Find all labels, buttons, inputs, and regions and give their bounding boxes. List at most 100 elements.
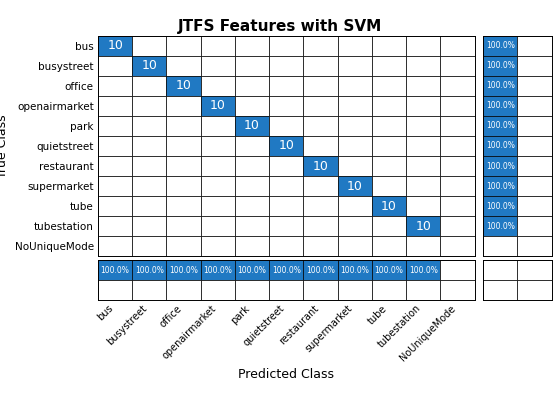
Bar xyxy=(304,236,338,256)
Bar xyxy=(338,136,372,156)
Bar xyxy=(98,216,132,236)
Bar xyxy=(406,176,440,196)
Bar xyxy=(98,236,132,256)
Bar xyxy=(483,136,517,156)
Bar xyxy=(132,260,166,280)
Bar xyxy=(132,196,166,216)
Bar xyxy=(372,116,406,136)
Text: 10: 10 xyxy=(244,119,260,132)
Bar xyxy=(440,156,474,176)
Bar xyxy=(338,196,372,216)
Bar xyxy=(200,96,235,116)
Text: 10: 10 xyxy=(381,200,397,213)
Bar xyxy=(269,96,304,116)
Bar xyxy=(372,76,406,96)
Text: 100.0%: 100.0% xyxy=(486,121,515,131)
Y-axis label: True Class: True Class xyxy=(0,114,9,178)
Bar xyxy=(98,176,132,196)
Bar xyxy=(166,156,200,176)
Bar xyxy=(406,116,440,136)
Bar xyxy=(269,236,304,256)
Text: 100.0%: 100.0% xyxy=(306,266,335,275)
Bar xyxy=(235,260,269,280)
Bar xyxy=(166,176,200,196)
Bar xyxy=(483,236,517,256)
Bar xyxy=(269,216,304,236)
Bar xyxy=(166,280,200,300)
Text: 100.0%: 100.0% xyxy=(237,266,267,275)
Bar xyxy=(406,136,440,156)
Bar xyxy=(269,116,304,136)
Bar xyxy=(235,96,269,116)
Bar xyxy=(440,260,474,280)
Bar xyxy=(517,156,552,176)
Bar xyxy=(338,280,372,300)
Bar xyxy=(132,280,166,300)
Bar xyxy=(98,36,132,56)
Bar xyxy=(406,156,440,176)
Bar xyxy=(517,260,552,280)
Bar xyxy=(166,196,200,216)
Bar xyxy=(406,196,440,216)
Bar xyxy=(372,236,406,256)
Bar xyxy=(200,76,235,96)
Bar xyxy=(304,56,338,76)
Text: 10: 10 xyxy=(347,180,363,193)
Bar xyxy=(517,280,552,300)
Bar xyxy=(440,196,474,216)
Bar xyxy=(440,216,474,236)
Text: 100.0%: 100.0% xyxy=(486,61,515,70)
Bar xyxy=(200,280,235,300)
Bar xyxy=(406,216,440,236)
Bar xyxy=(269,196,304,216)
Bar xyxy=(440,116,474,136)
Bar xyxy=(517,36,552,56)
Text: 100.0%: 100.0% xyxy=(169,266,198,275)
Bar xyxy=(132,156,166,176)
Bar xyxy=(304,280,338,300)
Bar xyxy=(372,260,406,280)
Bar xyxy=(338,116,372,136)
X-axis label: Predicted Class: Predicted Class xyxy=(239,368,334,381)
Text: 10: 10 xyxy=(312,160,329,173)
Bar xyxy=(200,116,235,136)
Bar xyxy=(483,280,517,300)
Bar xyxy=(200,196,235,216)
Bar xyxy=(235,136,269,156)
Bar xyxy=(304,196,338,216)
Text: 100.0%: 100.0% xyxy=(486,101,515,110)
Bar xyxy=(517,216,552,236)
Bar xyxy=(98,76,132,96)
Text: 100.0%: 100.0% xyxy=(486,41,515,50)
Bar xyxy=(166,136,200,156)
Bar xyxy=(235,280,269,300)
Text: 10: 10 xyxy=(416,220,431,233)
Bar xyxy=(483,156,517,176)
Text: JTFS Features with SVM: JTFS Features with SVM xyxy=(178,19,382,34)
Bar xyxy=(440,56,474,76)
Bar xyxy=(269,76,304,96)
Bar xyxy=(200,176,235,196)
Bar xyxy=(235,76,269,96)
Bar xyxy=(372,136,406,156)
Bar xyxy=(338,156,372,176)
Bar xyxy=(132,216,166,236)
Bar xyxy=(338,76,372,96)
Bar xyxy=(269,280,304,300)
Bar xyxy=(200,260,235,280)
Bar xyxy=(406,76,440,96)
Bar xyxy=(98,96,132,116)
Bar xyxy=(200,236,235,256)
Bar xyxy=(338,96,372,116)
Bar xyxy=(372,280,406,300)
Bar xyxy=(132,56,166,76)
Bar xyxy=(440,76,474,96)
Bar xyxy=(200,156,235,176)
Bar xyxy=(517,196,552,216)
Bar xyxy=(235,36,269,56)
Bar xyxy=(166,76,200,96)
Bar xyxy=(483,76,517,96)
Bar xyxy=(98,260,132,280)
Bar xyxy=(517,56,552,76)
Bar xyxy=(98,56,132,76)
